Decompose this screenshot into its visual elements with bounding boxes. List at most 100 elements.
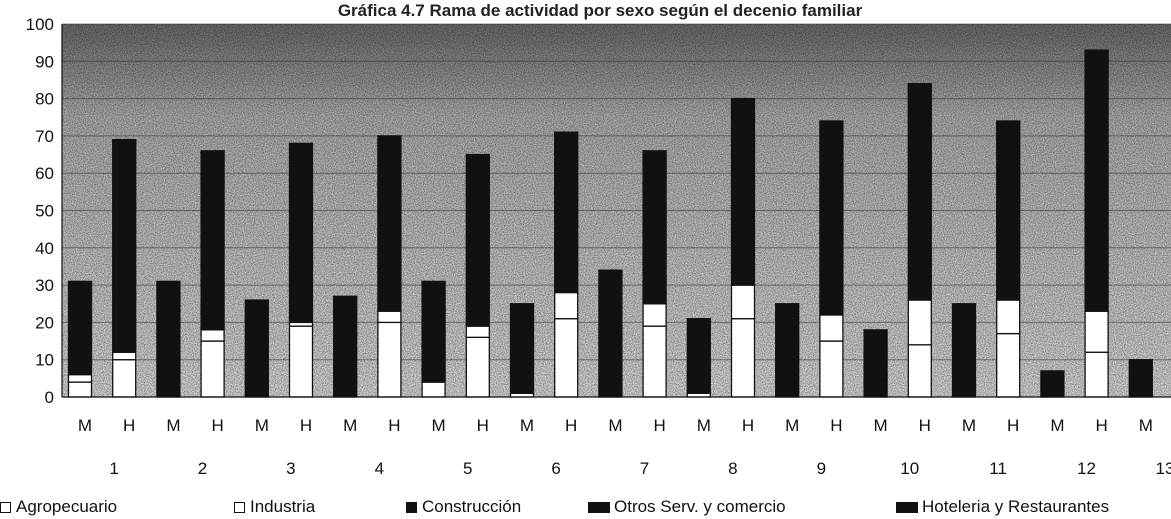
bar-segment	[200, 150, 225, 331]
bar-segment	[819, 340, 844, 398]
bar-label: H	[300, 416, 312, 435]
bar-segment	[200, 340, 225, 398]
bar-segment	[244, 299, 269, 398]
bar-1	[67, 280, 93, 398]
bar-segment	[686, 318, 711, 394]
y-tick-label: 70	[35, 127, 54, 146]
y-tick-label: 30	[35, 276, 54, 295]
y-tick-label: 50	[35, 202, 54, 221]
bar-segment	[554, 131, 579, 294]
bar-8	[377, 135, 402, 398]
bar-6	[288, 142, 314, 398]
bar-segment	[996, 332, 1021, 398]
bar-label: H	[477, 416, 489, 435]
bar-segment	[1084, 351, 1109, 398]
bar-4	[200, 150, 225, 398]
bar-label: H	[653, 416, 665, 435]
legend-item-otros-serv: Otros Serv. y comercio	[588, 497, 786, 517]
bar-label: M	[874, 416, 888, 435]
bar-label: M	[962, 416, 976, 435]
legend-label: Otros Serv. y comercio	[614, 497, 786, 516]
bar-segment	[377, 135, 402, 312]
category-label: 1	[109, 459, 118, 478]
bar-segment	[730, 318, 756, 398]
bar-label: H	[565, 416, 577, 435]
bar-12	[554, 131, 579, 398]
bar-segment	[421, 381, 446, 398]
category-label: 3	[286, 459, 295, 478]
y-tick-label: 90	[35, 52, 54, 71]
bar-label: H	[211, 416, 223, 435]
chart: Gráfica 4.7 Rama de actividad por sexo s…	[26, 1, 1171, 478]
chart-title: Gráfica 4.7 Rama de actividad por sexo s…	[338, 1, 863, 20]
bar-segment	[509, 303, 535, 394]
legend-label: Hoteleria y Restaurantes	[922, 497, 1110, 516]
bar-label: M	[1050, 416, 1064, 435]
bar-segment	[1084, 49, 1109, 312]
bar-segment	[200, 329, 225, 342]
bar-label: M	[1139, 416, 1153, 435]
bar-label: H	[1007, 416, 1019, 435]
y-tick-label: 0	[45, 388, 54, 407]
bar-18	[819, 120, 844, 398]
bar-segment	[67, 381, 93, 398]
y-tick-label: 10	[35, 351, 54, 370]
category-label: 11	[989, 459, 1007, 478]
bar-21	[951, 303, 977, 398]
bar-segment	[421, 280, 446, 383]
bar-segment	[863, 329, 888, 398]
bar-10	[465, 153, 490, 398]
legend-item-agropecuario: Agropecuario	[0, 497, 117, 517]
legend-item-construccion: Construcción	[406, 497, 521, 517]
bar-15	[686, 318, 711, 398]
bar-11	[509, 303, 535, 398]
bar-segment	[730, 97, 756, 286]
bar-segment	[465, 153, 490, 327]
bar-segment	[819, 314, 844, 342]
bar-label: H	[388, 416, 400, 435]
bar-19	[863, 329, 888, 398]
bar-22	[996, 120, 1021, 398]
bar-25	[1128, 359, 1153, 398]
legend-swatch	[896, 501, 918, 513]
bar-label: M	[785, 416, 799, 435]
bar-segment	[156, 280, 181, 398]
y-tick-label: 20	[35, 313, 54, 332]
category-label: 12	[1077, 459, 1096, 478]
y-tick-label: 80	[35, 90, 54, 109]
category-label: 8	[728, 459, 737, 478]
bar-segment	[598, 269, 623, 398]
legend-label: Agropecuario	[16, 497, 118, 516]
bar-segment	[642, 325, 667, 398]
bar-segment	[996, 299, 1021, 335]
bar-segment	[67, 280, 93, 376]
category-label: 7	[640, 459, 649, 478]
bar-23	[1040, 370, 1065, 398]
bar-segment	[554, 318, 579, 398]
bar-segment	[112, 138, 137, 353]
bar-13	[598, 269, 623, 398]
legend-item-industria: Industria	[234, 497, 315, 517]
category-label: 2	[198, 459, 207, 478]
bar-segment	[67, 373, 93, 383]
bar-segment	[112, 359, 137, 398]
bar-segment	[333, 295, 358, 398]
bar-labels: MHMHMHMHMHMHMHMHMHMHMHMHMH	[78, 416, 1153, 435]
legend-label: Construcción	[422, 497, 522, 516]
bar-17	[775, 303, 800, 398]
bar-label: M	[697, 416, 711, 435]
y-tick-label: 40	[35, 239, 54, 258]
bar-segment	[951, 303, 977, 398]
legend-label: Industria	[250, 497, 316, 516]
axes	[61, 24, 1171, 398]
category-label: 5	[463, 459, 472, 478]
bar-5	[244, 299, 269, 398]
bar-label: H	[919, 416, 931, 435]
category-label: 13=>	[1156, 459, 1171, 478]
bar-segment	[819, 120, 844, 316]
bar-label: M	[78, 416, 92, 435]
bar-segment	[1084, 310, 1109, 353]
bar-segment	[730, 284, 756, 320]
category-label: 6	[551, 459, 560, 478]
bar-segment	[907, 83, 932, 301]
